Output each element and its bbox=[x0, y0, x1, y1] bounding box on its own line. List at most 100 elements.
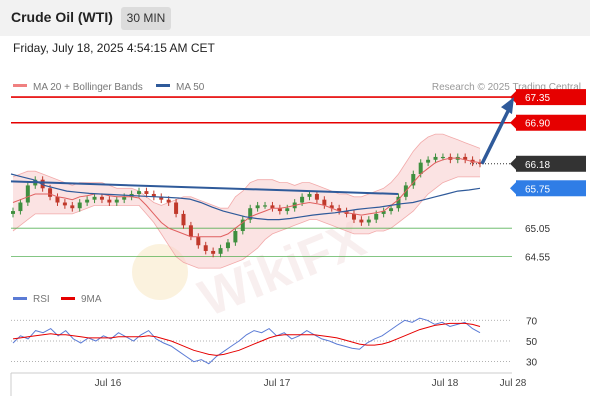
legend-label: MA 50 bbox=[176, 82, 205, 93]
candle-body bbox=[174, 202, 179, 214]
candle-body bbox=[300, 196, 305, 203]
level-label: 65.75 bbox=[525, 184, 550, 195]
candle-body bbox=[62, 202, 67, 206]
instrument-title: Crude Oil (WTI) bbox=[11, 9, 113, 25]
candle-body bbox=[137, 191, 142, 194]
legend-label: 9MA bbox=[81, 294, 102, 305]
candle-body bbox=[151, 193, 156, 197]
level-label: 66.18 bbox=[525, 160, 550, 171]
candle-body bbox=[181, 213, 186, 226]
copyright-text: Research © 2025 Trading Central bbox=[432, 82, 581, 93]
rsi-line bbox=[12, 317, 481, 365]
candle-body bbox=[70, 205, 75, 209]
candle-body bbox=[478, 162, 482, 164]
rsi-tick-label: 30 bbox=[526, 358, 538, 369]
candle-body bbox=[122, 196, 127, 200]
candle-body bbox=[440, 156, 445, 159]
candle-body bbox=[225, 242, 230, 249]
candle-body bbox=[433, 156, 438, 160]
candle-body bbox=[48, 188, 53, 197]
x-tick-label: Jul 18 bbox=[432, 378, 459, 389]
candle-body bbox=[270, 205, 275, 209]
legend-label: RSI bbox=[33, 294, 50, 305]
candle-body bbox=[55, 196, 60, 203]
candle-body bbox=[463, 156, 468, 160]
candle-body bbox=[277, 208, 282, 212]
candle-body bbox=[77, 202, 82, 209]
level-tag bbox=[516, 180, 586, 197]
candle-body bbox=[351, 213, 356, 220]
candle-body bbox=[196, 236, 201, 246]
legend-swatch bbox=[61, 297, 75, 300]
candle-body bbox=[144, 191, 149, 194]
watermark-circle bbox=[132, 244, 188, 300]
candle-body bbox=[211, 250, 216, 254]
candle-body bbox=[248, 208, 253, 220]
candle-body bbox=[314, 193, 319, 200]
timestamp: Friday, July 18, 2025 4:54:15 AM CET bbox=[13, 41, 215, 55]
candle-body bbox=[99, 196, 104, 200]
candle-body bbox=[381, 211, 386, 214]
candle-body bbox=[366, 219, 371, 223]
level-label: 66.90 bbox=[525, 119, 550, 130]
candle-body bbox=[240, 219, 245, 232]
timeframe-badge[interactable]: 30 MIN bbox=[121, 7, 171, 30]
x-tick-label: Jul 16 bbox=[95, 378, 122, 389]
level-label: 67.35 bbox=[525, 93, 550, 104]
header-bar: Crude Oil (WTI) 30 MIN bbox=[0, 0, 590, 36]
candle-body bbox=[285, 208, 290, 212]
candle-body bbox=[218, 248, 223, 254]
candle-body bbox=[18, 202, 23, 212]
candle-body bbox=[263, 205, 268, 207]
candle-body bbox=[389, 208, 394, 212]
legend-swatch bbox=[13, 297, 27, 300]
candle-body bbox=[188, 225, 193, 237]
legend-swatch bbox=[156, 84, 170, 87]
level-label: 64.55 bbox=[525, 253, 550, 264]
rsi-tick-label: 70 bbox=[526, 316, 538, 327]
candle-body bbox=[374, 213, 379, 220]
candle-body bbox=[25, 185, 30, 203]
candle-body bbox=[92, 196, 97, 200]
projection-arrow-shaft bbox=[480, 108, 511, 165]
x-tick-label: Jul 17 bbox=[264, 378, 291, 389]
level-tag-pointer bbox=[510, 116, 516, 129]
bollinger-band-area bbox=[13, 134, 480, 269]
candle-body bbox=[255, 205, 260, 209]
level-label: 65.05 bbox=[525, 224, 550, 235]
level-tag-pointer bbox=[510, 182, 516, 195]
candle-body bbox=[233, 231, 238, 243]
candle-body bbox=[85, 199, 90, 203]
rsi-ma-line bbox=[12, 322, 481, 356]
projection-arrow-head bbox=[501, 97, 514, 115]
candle-body bbox=[159, 196, 164, 200]
candle-body bbox=[359, 219, 364, 223]
candle-body bbox=[411, 174, 416, 186]
level-tag-pointer bbox=[510, 157, 516, 170]
candle-body bbox=[114, 199, 119, 203]
level-tag bbox=[516, 89, 586, 106]
candle-body bbox=[337, 208, 342, 212]
level-tag-pointer bbox=[510, 91, 516, 104]
ma20-line bbox=[12, 157, 481, 238]
legend-swatch bbox=[13, 84, 27, 87]
candle-body bbox=[329, 205, 334, 209]
candle-body bbox=[203, 245, 208, 251]
x-tick-label: Jul 28 bbox=[500, 378, 527, 389]
candle-body bbox=[396, 196, 401, 209]
level-tag bbox=[516, 114, 586, 131]
candle-body bbox=[418, 162, 423, 175]
legend-label: MA 20 + Bollinger Bands bbox=[33, 82, 143, 93]
candle-body bbox=[426, 159, 431, 163]
candle-body bbox=[107, 199, 112, 203]
candle-body bbox=[166, 199, 171, 203]
candle-body bbox=[11, 211, 15, 214]
level-tag bbox=[516, 155, 586, 172]
rsi-tick-label: 50 bbox=[526, 337, 538, 348]
candle-body bbox=[307, 193, 312, 197]
candle-body bbox=[322, 199, 327, 206]
trendline bbox=[10, 180, 399, 195]
ma50-line bbox=[10, 173, 481, 221]
